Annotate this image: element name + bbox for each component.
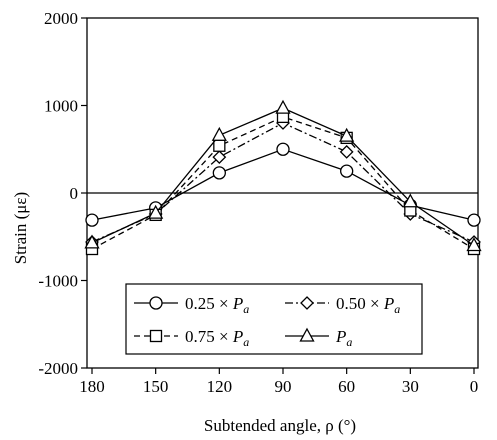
data-point: [212, 166, 226, 180]
x-tick-label: 150: [143, 377, 169, 396]
data-point: [149, 296, 163, 310]
data-point: [339, 127, 355, 142]
y-axis-title: Strain (με): [11, 192, 30, 264]
series-group: [84, 99, 482, 256]
data-point: [299, 327, 315, 342]
x-tick-label: 180: [79, 377, 105, 396]
x-tick-label: 90: [275, 377, 292, 396]
data-point: [466, 237, 482, 252]
series-1: [85, 142, 481, 227]
data-point: [148, 204, 164, 219]
legend-item-4: Pa: [285, 327, 352, 349]
x-tick-label: 30: [402, 377, 419, 396]
legend-item-2: 0.50 × Pa: [285, 294, 400, 316]
x-tick-label: 120: [207, 377, 233, 396]
series-2: [85, 116, 481, 249]
legend: 0.25 × Pa 0.50 × Pa 0.75 × Pa Pa: [125, 283, 423, 355]
data-point: [84, 234, 100, 249]
data-point: [85, 213, 99, 227]
data-point: [212, 150, 227, 165]
series-line: [91, 116, 475, 250]
series-line: [91, 122, 475, 243]
data-point: [402, 193, 418, 208]
x-axis-title: Subtended angle, ρ (°): [204, 416, 356, 435]
x-tick-label: 60: [338, 377, 355, 396]
series-4: [84, 99, 482, 252]
series-3: [85, 110, 481, 256]
legend-box: [125, 283, 423, 355]
data-point: [149, 329, 163, 343]
data-point: [300, 296, 314, 310]
legend-label: 0.75 × Pa: [185, 327, 249, 349]
data-point: [339, 144, 354, 159]
x-tick-label: 0: [470, 377, 479, 396]
y-tick-label: -1000: [38, 272, 78, 291]
legend-item-3: 0.75 × Pa: [134, 327, 249, 349]
legend-label: 0.50 × Pa: [336, 294, 400, 316]
data-point: [467, 213, 481, 227]
y-tick-label: 0: [70, 184, 79, 203]
data-point: [276, 142, 290, 156]
data-point: [211, 126, 227, 141]
data-point: [213, 139, 226, 152]
data-point: [340, 164, 354, 178]
legend-label: Pa: [335, 327, 352, 349]
legend-item-1: 0.25 × Pa: [134, 294, 249, 316]
legend-label: 0.25 × Pa: [185, 294, 249, 316]
y-tick-label: -2000: [38, 359, 78, 378]
data-point: [275, 99, 291, 114]
y-tick-label: 2000: [44, 9, 78, 28]
y-tick-label: 1000: [44, 97, 78, 116]
